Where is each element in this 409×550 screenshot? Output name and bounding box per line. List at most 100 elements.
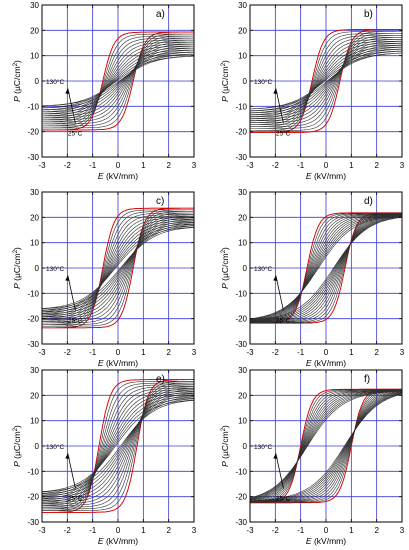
y-tick-label: -30 [235,340,247,349]
y-axis-title: P (µC/cm2) [220,425,230,467]
y-tick-label: 10 [30,239,39,248]
arrow-head [65,275,70,281]
panel-label: f) [364,374,370,385]
series-group [42,207,194,329]
arrow-head [65,88,70,94]
x-tick-label: -1 [89,526,97,535]
x-tick-label: 1 [141,161,146,170]
series-line [250,213,402,323]
arrow-head [273,275,278,281]
x-tick-label: -2 [64,526,72,535]
x-tick-label: 3 [400,348,405,357]
y-tick-label: -10 [235,289,247,298]
x-tick-label: -1 [297,348,305,357]
panel-label: e) [156,374,165,385]
y-tick-label: 10 [30,417,39,426]
grid [250,5,402,157]
x-tick-label: -1 [297,161,305,170]
series-line [42,386,194,506]
series-line [42,382,194,510]
y-tick-label: 0 [35,77,40,86]
series-line [42,220,194,316]
series-line [250,44,402,118]
y-tick-label: 10 [30,52,39,61]
series-group [42,379,194,513]
panel-label: c) [156,196,164,207]
series-line [42,223,194,313]
y-tick-label: 0 [243,264,248,273]
x-tick-label: -2 [64,161,72,170]
x-tick-label: 2 [374,348,379,357]
series-line [42,217,194,319]
y-tick-label: 30 [238,188,247,197]
temperature-arrow [65,453,76,489]
series-line [42,225,194,311]
y-tick-label: -30 [27,153,39,162]
y-tick-label: 30 [238,366,247,375]
grid [250,370,402,522]
arrow-shaft [275,453,284,489]
series-line [42,45,194,117]
series-line [42,384,194,508]
series-line [250,52,402,110]
x-tick-label: -3 [246,526,254,535]
x-tick-label: 0 [116,161,121,170]
x-tick-label: -3 [38,348,46,357]
series-line [250,390,402,502]
y-tick-label: -30 [27,340,39,349]
y-tick-label: -20 [235,128,247,137]
y-axis-title: P (µC/cm2) [220,247,230,289]
annotation-upper: 130°C [254,265,272,273]
x-tick-label: 1 [141,348,146,357]
annotation-upper: 130°C [254,443,272,451]
arrow-shaft [275,88,284,124]
grid [42,5,194,157]
series-line [42,209,194,327]
y-tick-label: -20 [27,315,39,324]
series-line [250,39,402,123]
annotation-lower: 25°C [68,317,83,325]
arrow-shaft [67,275,76,311]
x-tick-label: 0 [324,161,329,170]
y-tick-label: 10 [238,239,247,248]
x-tick-label: 1 [349,161,354,170]
panel-label: b) [364,9,373,20]
series-line [42,211,194,325]
y-tick-label: -20 [235,493,247,502]
series-line [42,396,194,496]
x-tick-label: 0 [324,526,329,535]
y-axis-title: P (µC/cm2) [220,60,230,102]
x-tick-label: -3 [38,161,46,170]
x-tick-label: 3 [192,526,197,535]
series-line [42,389,194,503]
grid [42,192,194,344]
x-axis-title: E (kV/mm) [306,536,346,546]
y-tick-label: 20 [30,391,39,400]
x-tick-label: 1 [141,526,146,535]
series-line [250,42,402,120]
y-tick-label: -30 [235,153,247,162]
y-tick-label: 30 [238,1,247,10]
annotation-upper: 130°C [46,443,64,451]
x-tick-label: -3 [246,161,254,170]
y-tick-label: -10 [27,467,39,476]
y-tick-label: -10 [27,289,39,298]
temperature-arrow [273,275,284,311]
annotation-lower: 25°C [68,495,83,503]
series-line-25c [250,29,402,133]
y-tick-label: -10 [27,102,39,111]
panel-label: a) [156,9,165,20]
series-line [250,212,402,324]
series-line [42,394,194,498]
annotation-upper: 130°C [46,78,64,86]
y-tick-label: 20 [30,26,39,35]
series-line [42,226,194,310]
series-line [250,48,402,114]
x-tick-label: -1 [89,348,97,357]
x-tick-label: 3 [192,348,197,357]
y-tick-label: 30 [30,188,39,197]
